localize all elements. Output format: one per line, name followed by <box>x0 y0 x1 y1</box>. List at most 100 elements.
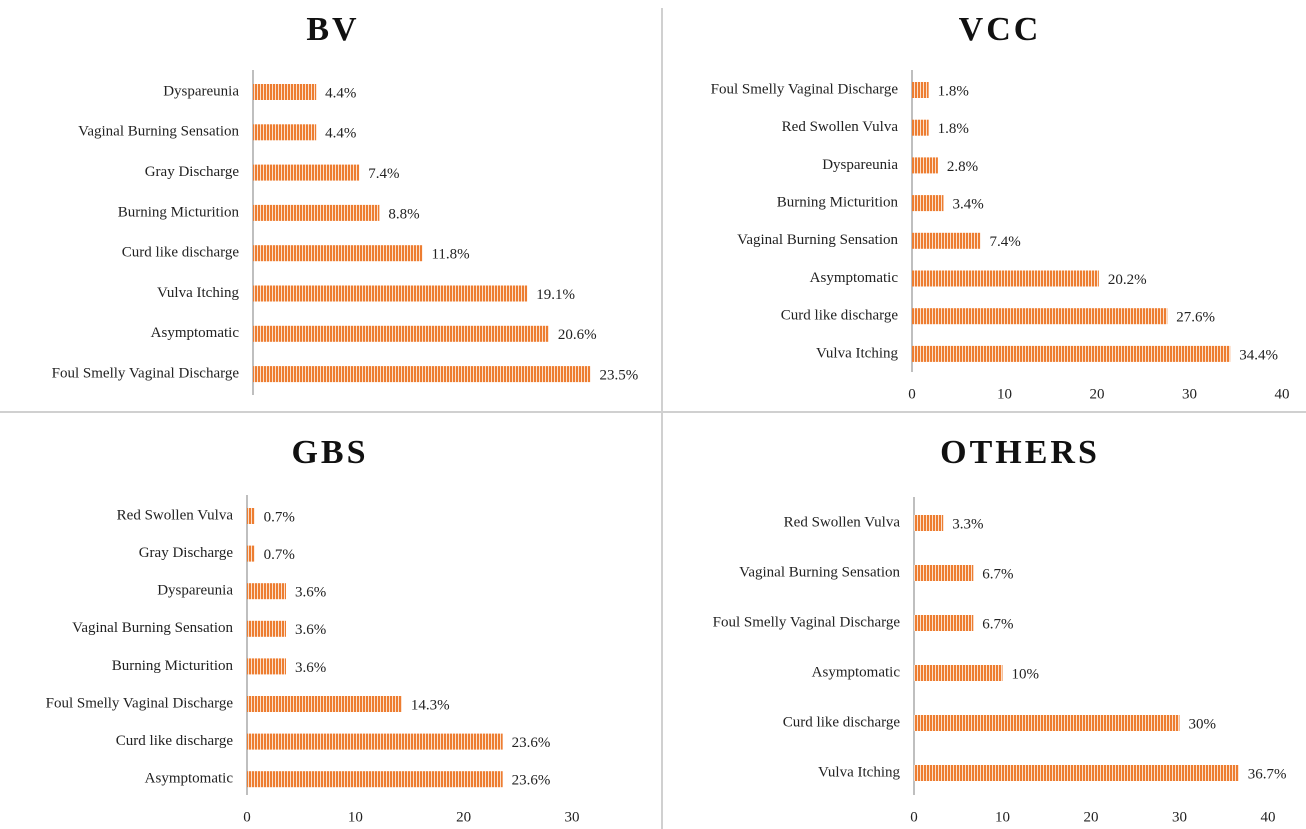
y-tick-label: Dyspareunia <box>157 583 233 599</box>
bar <box>253 164 360 181</box>
y-tick-label: Vaginal Burning Sensation <box>737 232 898 248</box>
bar <box>914 565 974 581</box>
x-tick-label: 30 <box>565 809 580 825</box>
data-label: 20.6% <box>558 327 597 343</box>
bar <box>247 696 402 712</box>
bar <box>912 119 929 136</box>
bar <box>247 658 286 675</box>
bar <box>253 204 380 221</box>
bar <box>247 620 286 637</box>
data-label: 19.1% <box>536 287 575 303</box>
y-tick-label: Vaginal Burning Sensation <box>78 124 239 140</box>
y-tick-label: Foul Smelly Vaginal Discharge <box>711 81 899 97</box>
data-label: 4.4% <box>325 126 356 142</box>
y-tick-label: Asymptomatic <box>812 664 901 680</box>
y-tick-label: Vulva Itching <box>816 345 898 361</box>
x-tick-label: 30 <box>1182 386 1197 402</box>
y-tick-label: Curd like discharge <box>122 245 240 261</box>
bar <box>247 583 286 600</box>
bar <box>253 285 528 302</box>
data-label: 11.8% <box>431 247 469 263</box>
x-tick-label: 20 <box>1084 809 1099 825</box>
bar <box>914 515 944 531</box>
x-tick-label: 40 <box>1261 809 1276 825</box>
bar <box>912 270 1099 287</box>
data-label: 7.4% <box>368 166 399 182</box>
data-label: 27.6% <box>1176 310 1215 326</box>
data-label: 3.6% <box>295 660 326 676</box>
bar <box>914 615 974 631</box>
bar <box>914 665 1003 681</box>
data-label: 1.8% <box>938 83 969 99</box>
chart-title: BV <box>306 11 359 48</box>
y-tick-label: Gray Discharge <box>145 164 240 180</box>
data-label: 10% <box>1012 666 1040 682</box>
x-tick-label: 40 <box>1275 386 1290 402</box>
y-tick-label: Vaginal Burning Sensation <box>739 564 900 580</box>
bar <box>912 195 944 212</box>
y-tick-label: Burning Micturition <box>777 195 899 211</box>
y-tick-label: Gray Discharge <box>139 545 234 561</box>
chart-title: GBS <box>291 434 368 471</box>
x-tick-label: 0 <box>243 809 251 825</box>
chart-title: VCC <box>959 11 1042 48</box>
data-label: 0.7% <box>264 509 295 525</box>
x-tick-label: 10 <box>348 809 363 825</box>
data-label: 23.6% <box>512 773 551 789</box>
y-tick-label: Curd like discharge <box>783 714 901 730</box>
y-tick-label: Curd like discharge <box>116 733 234 749</box>
x-tick-label: 10 <box>995 809 1010 825</box>
x-tick-label: 10 <box>997 386 1012 402</box>
bar <box>253 124 317 141</box>
y-tick-label: Foul Smelly Vaginal Discharge <box>713 614 901 630</box>
data-label: 4.4% <box>325 85 356 101</box>
y-tick-label: Vaginal Burning Sensation <box>72 620 233 636</box>
x-tick-label: 20 <box>1090 386 1105 402</box>
y-tick-label: Red Swollen Vulva <box>117 507 234 523</box>
bar <box>914 765 1239 781</box>
y-tick-label: Foul Smelly Vaginal Discharge <box>46 695 234 711</box>
x-tick-label: 30 <box>1172 809 1187 825</box>
data-label: 7.4% <box>989 234 1020 250</box>
bar <box>912 308 1168 325</box>
y-tick-label: Dyspareunia <box>163 83 239 99</box>
x-tick-label: 0 <box>908 386 916 402</box>
bar <box>912 157 938 174</box>
y-tick-label: Asymptomatic <box>145 771 234 787</box>
bar <box>247 545 255 562</box>
bar <box>253 84 317 100</box>
y-tick-label: Burning Micturition <box>118 204 240 220</box>
data-label: 20.2% <box>1108 272 1147 288</box>
data-label: 23.5% <box>599 368 638 384</box>
y-tick-label: Dyspareunia <box>822 157 898 173</box>
bar <box>912 345 1231 362</box>
data-label: 30% <box>1189 716 1217 732</box>
data-label: 8.8% <box>388 206 419 222</box>
data-label: 36.7% <box>1248 766 1287 782</box>
bar <box>253 245 423 262</box>
data-label: 3.4% <box>952 197 983 213</box>
bar <box>253 325 549 342</box>
x-tick-label: 20 <box>456 809 471 825</box>
data-label: 14.3% <box>411 697 450 713</box>
bar <box>247 733 503 750</box>
y-tick-label: Foul Smelly Vaginal Discharge <box>52 366 240 382</box>
bar <box>912 232 981 249</box>
y-tick-label: Red Swollen Vulva <box>784 514 901 530</box>
data-label: 0.7% <box>264 547 295 563</box>
y-tick-label: Burning Micturition <box>112 658 234 674</box>
y-tick-label: Asymptomatic <box>810 270 899 286</box>
bar <box>912 82 929 98</box>
x-tick-label: 0 <box>910 809 918 825</box>
data-label: 6.7% <box>982 566 1013 582</box>
data-label: 23.6% <box>512 735 551 751</box>
y-tick-label: Vulva Itching <box>818 764 900 780</box>
y-tick-label: Red Swollen Vulva <box>782 119 899 135</box>
data-label: 1.8% <box>938 121 969 137</box>
y-tick-label: Curd like discharge <box>781 308 899 324</box>
bar <box>253 366 591 383</box>
y-tick-label: Asymptomatic <box>151 325 240 341</box>
bar <box>914 715 1180 731</box>
bar <box>247 771 503 788</box>
